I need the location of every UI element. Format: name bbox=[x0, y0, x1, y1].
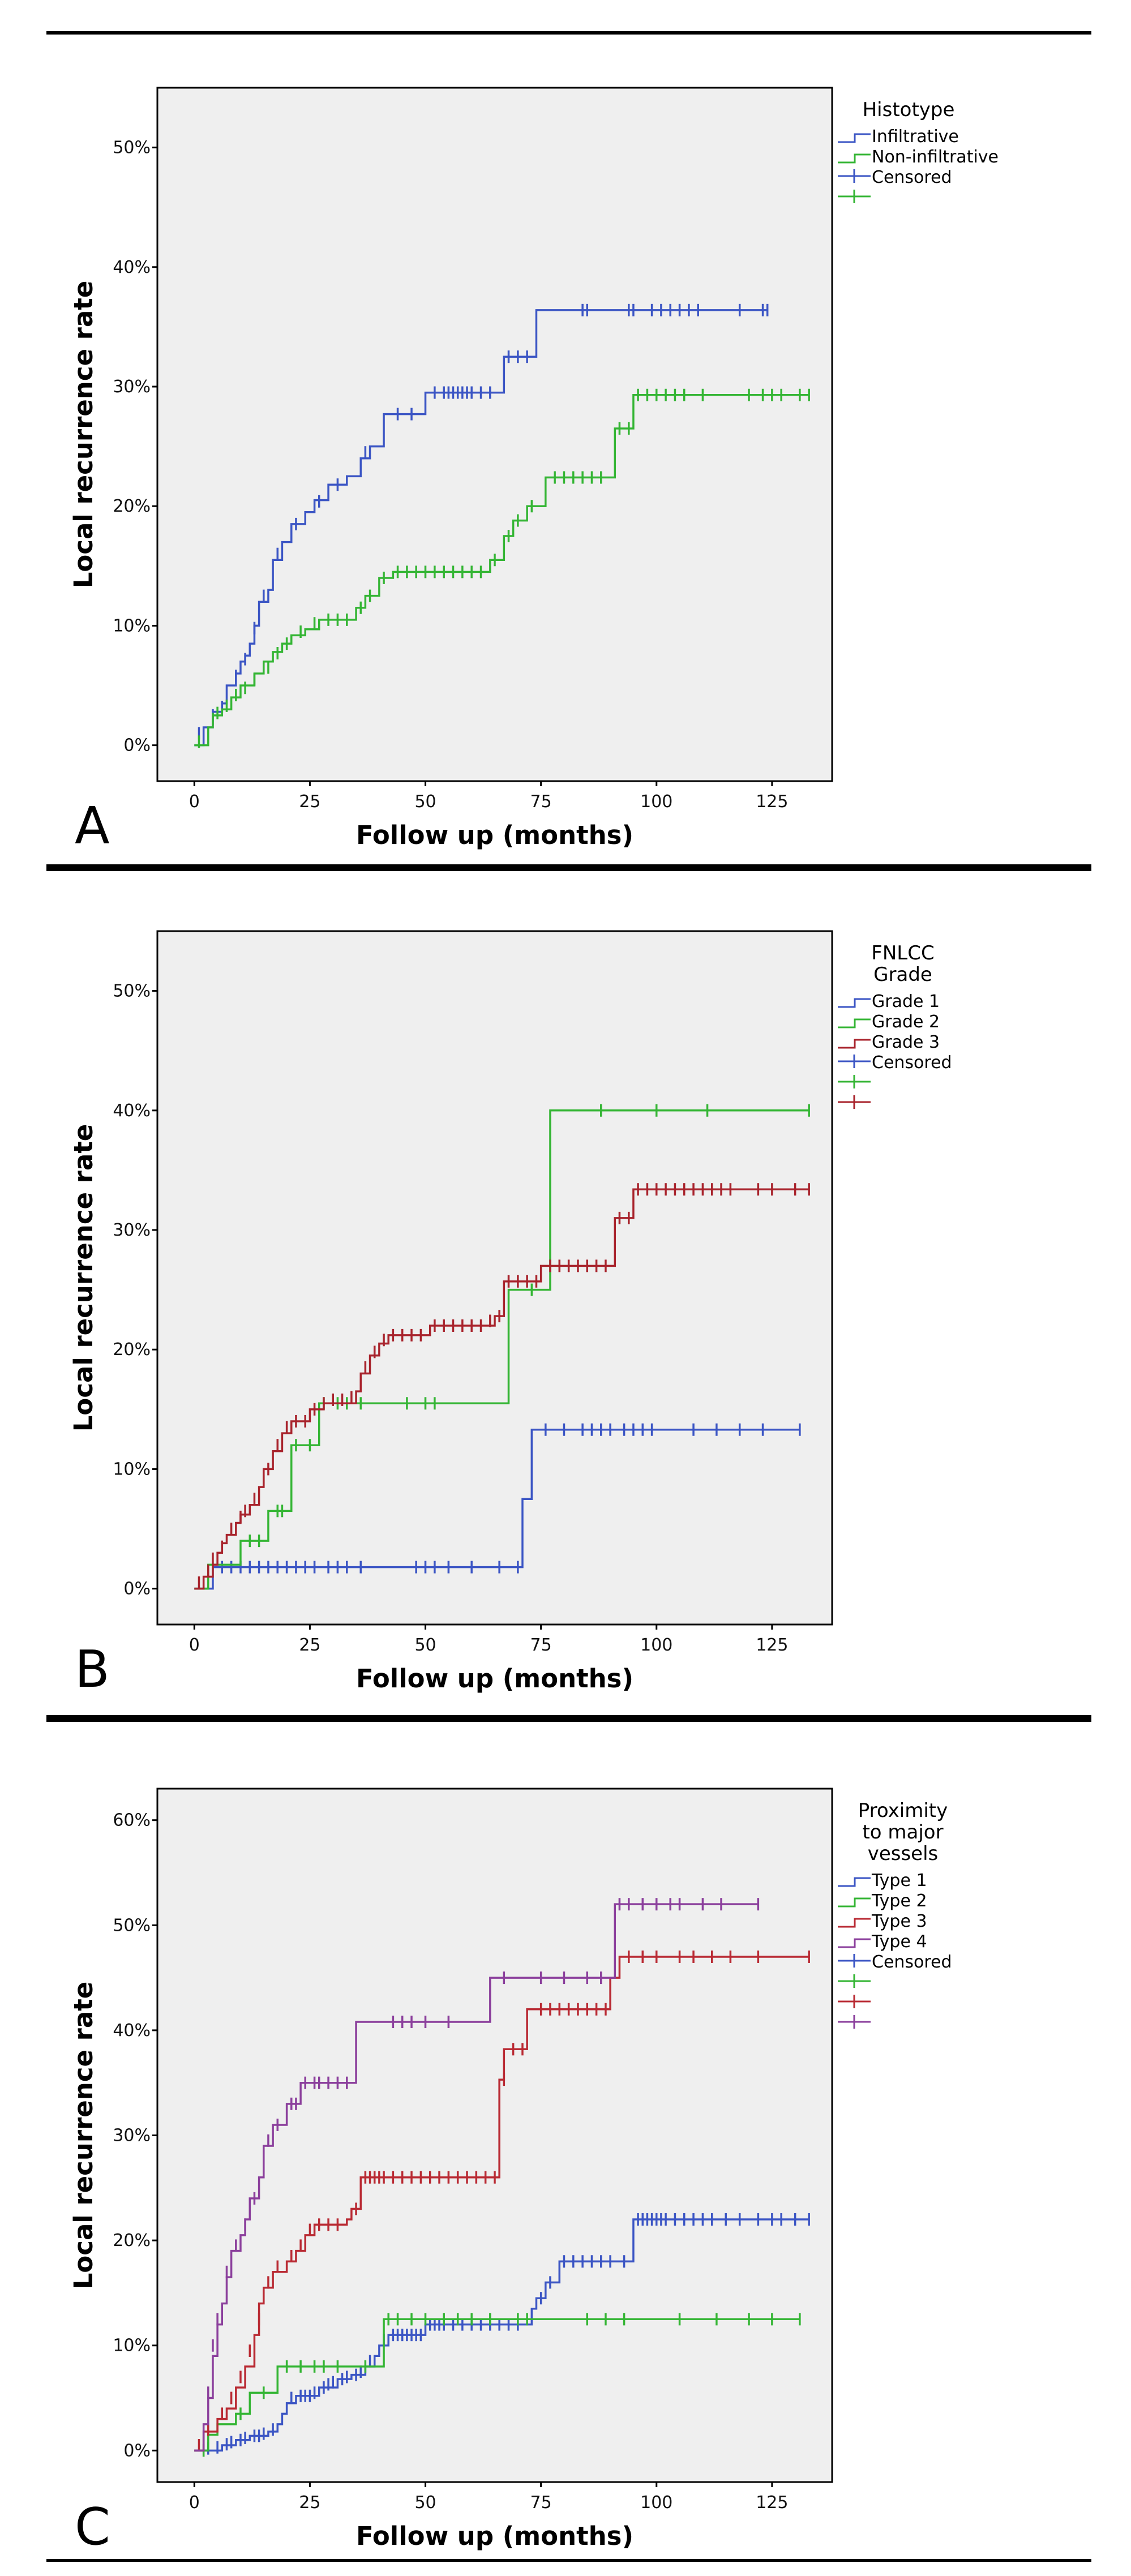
legend-censored-label: Censored bbox=[872, 1952, 952, 1972]
x-tick-label: 0 bbox=[189, 792, 200, 812]
y-tick-label: 20% bbox=[113, 1340, 151, 1360]
panel-letter: A bbox=[75, 796, 110, 856]
series-line-grade-3 bbox=[194, 1188, 809, 1590]
x-tick-label: 100 bbox=[640, 2493, 672, 2513]
series-line-type-2 bbox=[194, 2318, 800, 2452]
y-tick-label: 0% bbox=[123, 1579, 151, 1599]
x-tick-label: 125 bbox=[756, 792, 788, 812]
y-axis-label: Local recurrence rate bbox=[68, 281, 98, 589]
y-tick-label: 40% bbox=[113, 1101, 151, 1121]
x-tick-label: 25 bbox=[299, 792, 320, 812]
y-axis-label: Local recurrence rate bbox=[68, 1124, 98, 1432]
legend-entry: Grade 1 bbox=[872, 992, 940, 1011]
panel-B: 0% 10% 20% 30% 40% 50% 0 25 50 75 100 125 Follow up … bbox=[68, 930, 952, 1699]
y-tick-label: 20% bbox=[113, 496, 151, 516]
y-tick-label: 0% bbox=[123, 736, 151, 756]
x-tick-label: 75 bbox=[530, 792, 552, 812]
y-tick-label: 10% bbox=[113, 616, 151, 636]
panel-A: 0% 10% 20% 30% 40% 50% 0 25 50 75 100 125 Follow up … bbox=[68, 87, 999, 856]
plot-area bbox=[156, 1788, 833, 2483]
y-tick-label: 30% bbox=[113, 2126, 151, 2146]
legend-swatch bbox=[838, 1918, 871, 1928]
x-tick-label: 0 bbox=[189, 1635, 200, 1655]
top-rule bbox=[46, 31, 1091, 35]
legend-entry: Type 2 bbox=[871, 1891, 927, 1911]
legend-entry: Non-infiltrative bbox=[872, 147, 999, 167]
x-tick-label: 50 bbox=[414, 792, 436, 812]
y-tick-label: 40% bbox=[113, 2021, 151, 2041]
y-tick-label: 20% bbox=[113, 2231, 151, 2251]
y-axis-label: Local recurrence rate bbox=[68, 1982, 98, 2290]
y-tick-label: 10% bbox=[113, 2336, 151, 2356]
legend-swatch bbox=[838, 1039, 871, 1049]
bottom-rule bbox=[46, 2559, 1091, 2562]
separator-rule-bc bbox=[46, 1715, 1091, 1722]
legend-swatch bbox=[838, 153, 871, 164]
y-tick-label: 50% bbox=[113, 981, 151, 1001]
x-axis-label: Follow up (months) bbox=[356, 2521, 633, 2551]
legend-swatch bbox=[838, 1877, 871, 1887]
legend-entry: Infiltrative bbox=[872, 127, 959, 147]
y-tick-label: 50% bbox=[113, 1915, 151, 1935]
x-tick-label: 75 bbox=[530, 1635, 552, 1655]
x-tick-label: 50 bbox=[414, 1635, 436, 1655]
series-line-grade-1 bbox=[194, 1428, 800, 1590]
legend-censored-label: Censored bbox=[872, 168, 952, 187]
legend-censored-label: Censored bbox=[872, 1053, 952, 1073]
legend-swatch bbox=[838, 1018, 871, 1028]
legend-entry: Type 4 bbox=[871, 1932, 927, 1952]
separator-rule-ab bbox=[46, 864, 1091, 871]
y-tick-label: 50% bbox=[113, 138, 151, 158]
series-line-grade-2 bbox=[194, 1109, 809, 1590]
panel-letter: C bbox=[75, 2497, 110, 2557]
legend-entry: Grade 3 bbox=[872, 1032, 940, 1052]
legend-title: Proximity bbox=[858, 1799, 948, 1822]
x-tick-label: 50 bbox=[414, 2493, 436, 2513]
y-tick-label: 40% bbox=[113, 258, 151, 277]
legend-swatch bbox=[838, 1938, 871, 1948]
series-line-type-1 bbox=[194, 2218, 809, 2452]
plot-area bbox=[156, 930, 833, 1626]
series-line-non-infiltrative bbox=[194, 394, 809, 747]
x-tick-label: 100 bbox=[640, 792, 672, 812]
x-axis-label: Follow up (months) bbox=[356, 820, 633, 850]
legend-entry: Type 3 bbox=[871, 1911, 927, 1931]
x-tick-label: 125 bbox=[756, 2493, 788, 2513]
y-tick-label: 10% bbox=[113, 1459, 151, 1479]
x-tick-label: 25 bbox=[299, 2493, 320, 2513]
y-tick-label: 30% bbox=[113, 377, 151, 397]
legend-swatch bbox=[838, 998, 871, 1008]
x-axis-label: Follow up (months) bbox=[356, 1664, 633, 1694]
y-tick-label: 30% bbox=[113, 1220, 151, 1240]
plot-area bbox=[156, 87, 833, 782]
legend-entry: Grade 2 bbox=[872, 1012, 940, 1032]
panel-C: 0% 10% 20% 30% 40% 50% 60% 0 25 50 75 100 125 Follow … bbox=[68, 1788, 952, 2557]
x-tick-label: 100 bbox=[640, 1635, 672, 1655]
x-tick-label: 75 bbox=[530, 2493, 552, 2513]
legend-title: Histotype bbox=[863, 98, 955, 121]
legend-swatch bbox=[838, 1897, 871, 1908]
legend-title: to major bbox=[862, 1821, 943, 1844]
y-tick-label: 60% bbox=[113, 1811, 151, 1831]
x-tick-label: 125 bbox=[756, 1635, 788, 1655]
legend-title: vessels bbox=[868, 1842, 939, 1865]
y-tick-label: 0% bbox=[123, 2441, 151, 2461]
x-tick-label: 25 bbox=[299, 1635, 320, 1655]
x-tick-label: 0 bbox=[189, 2493, 200, 2513]
legend-title: Grade bbox=[873, 963, 932, 986]
legend-swatch bbox=[838, 133, 871, 143]
legend-entry: Type 1 bbox=[871, 1871, 927, 1891]
legend-title: FNLCC bbox=[871, 942, 934, 965]
panel-letter: B bbox=[75, 1640, 110, 1699]
